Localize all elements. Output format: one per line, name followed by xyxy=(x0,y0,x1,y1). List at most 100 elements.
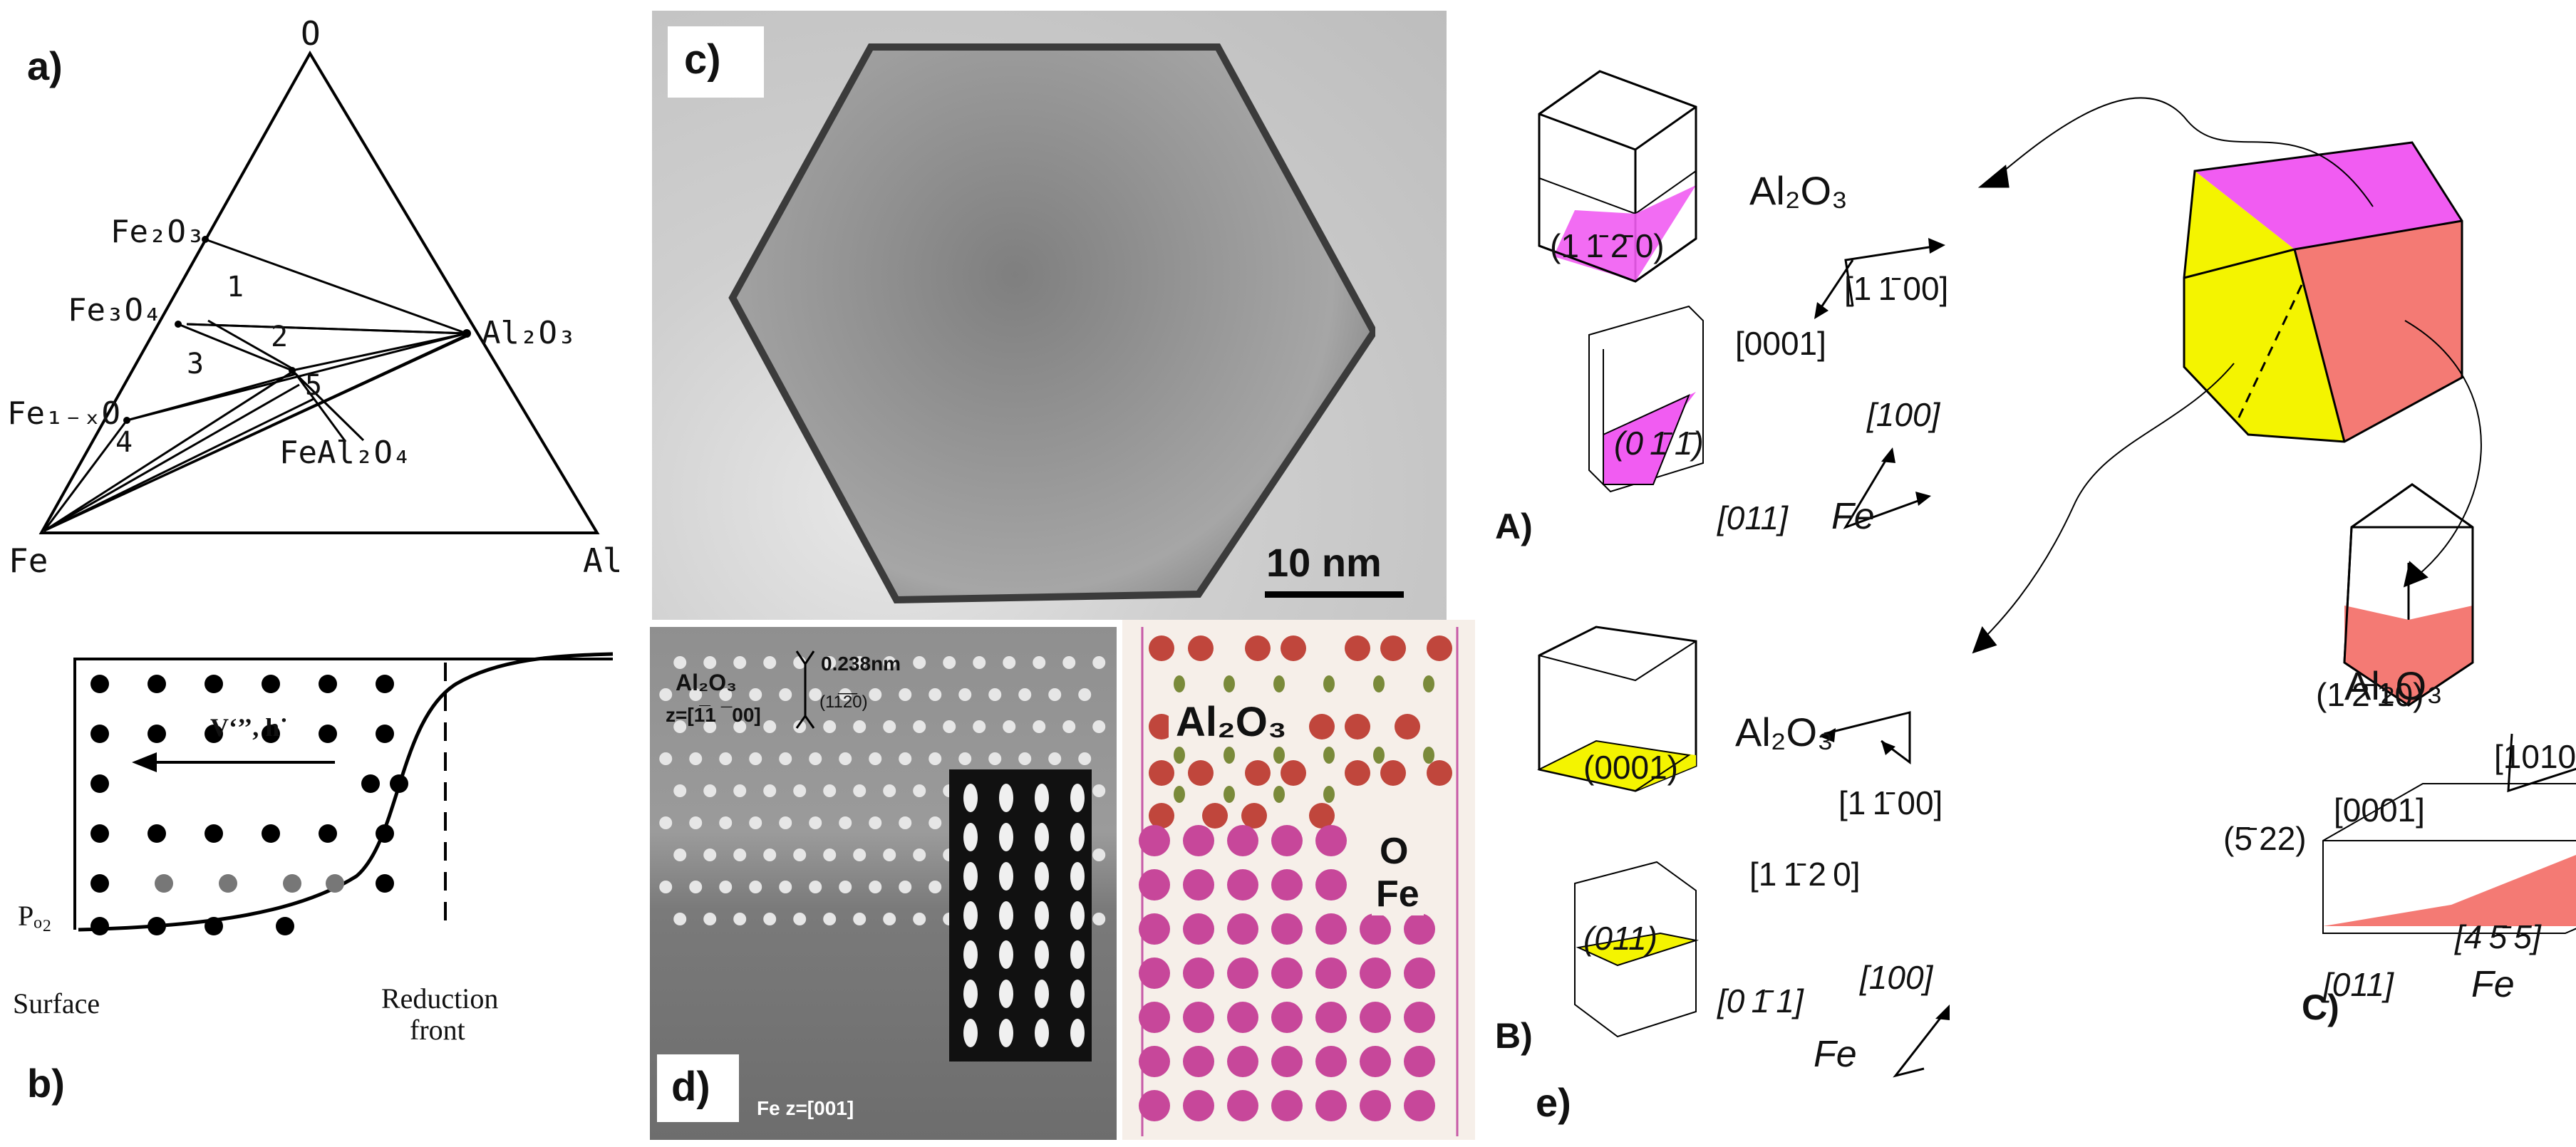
diffraction-spot xyxy=(963,784,978,812)
lattice-atom xyxy=(90,725,109,743)
lattice-spot xyxy=(673,913,687,925)
diffraction-spot xyxy=(999,823,1013,851)
lattice-spot xyxy=(703,848,717,861)
orientation-relationships xyxy=(1537,70,2576,1078)
fe-atom xyxy=(1227,825,1258,856)
e-a-plane-fe-label: (0 1̄ 1̄) xyxy=(1614,425,1704,462)
lattice-spot xyxy=(1078,688,1092,701)
lattice-spot xyxy=(689,816,703,829)
fe-atom xyxy=(1360,1090,1391,1121)
diffraction-spot xyxy=(963,1019,978,1047)
e-b-label: B) xyxy=(1495,1016,1533,1056)
po2-label: Pₒ₂ xyxy=(18,900,52,932)
al-atom xyxy=(1281,760,1306,786)
e-b-plane-fe-label: (011) xyxy=(1583,920,1657,957)
e-c-dir4-label: [011] xyxy=(2323,966,2394,1003)
al-atom xyxy=(1380,760,1406,786)
fe-atom xyxy=(1315,957,1347,989)
lattice-atom xyxy=(326,874,344,893)
fe-atom xyxy=(1183,913,1214,945)
lattice-atom xyxy=(155,874,173,893)
lattice-spot xyxy=(763,656,777,669)
lattice-spot xyxy=(823,720,837,733)
fe-atom xyxy=(1360,1046,1391,1077)
al-atom xyxy=(1380,635,1406,661)
region-1-label: 1 xyxy=(227,271,244,303)
lattice-spot xyxy=(823,913,837,925)
lattice-spot xyxy=(703,720,717,733)
diffraction-spot xyxy=(1035,940,1049,969)
panel-c-label: c) xyxy=(684,36,721,83)
lattice-spot xyxy=(1062,720,1076,733)
al-atom xyxy=(1202,803,1228,829)
diffraction-spot xyxy=(1035,901,1049,930)
lattice-spot xyxy=(733,656,747,669)
lattice-spot xyxy=(1003,656,1016,669)
lattice-spot xyxy=(869,816,882,829)
scale-bar-label: 10 nm xyxy=(1266,540,1382,585)
lattice-spot xyxy=(809,816,822,829)
panel-b-label: b) xyxy=(27,1061,65,1106)
lattice-spot xyxy=(853,913,867,925)
lattice-spot xyxy=(779,816,792,829)
fe-atom xyxy=(1404,1046,1435,1077)
lattice-spot xyxy=(899,881,912,893)
fe-atom xyxy=(1139,913,1170,945)
e-a-dir3-label: [100] xyxy=(1867,396,1940,433)
diffraction-spot xyxy=(963,980,978,1008)
fe-atom xyxy=(1227,913,1258,945)
lattice-atom xyxy=(376,874,394,893)
lattice-spot xyxy=(673,720,687,733)
diffraction-spot xyxy=(999,940,1013,969)
lattice-spot xyxy=(763,913,777,925)
lattice-spot xyxy=(869,881,882,893)
al-atom xyxy=(1188,635,1214,661)
al-atom xyxy=(1241,803,1267,829)
lattice-spot xyxy=(733,913,747,925)
e-b-plane-al-label: (0001) xyxy=(1583,749,1678,786)
lattice-spot xyxy=(913,913,926,925)
phase-al2o3-label: Al₂O₃ xyxy=(482,315,576,351)
e-b-dir2-label: [1 1̄ 2 0] xyxy=(1749,856,1861,893)
lattice-spot xyxy=(1092,720,1106,733)
lattice-spot xyxy=(853,848,867,861)
phase-fe1xo-label: Fe₁₋ₓO xyxy=(7,395,120,432)
lattice-spot xyxy=(823,848,837,861)
diffraction-spot xyxy=(1070,823,1085,851)
lattice-spot xyxy=(703,913,717,925)
lattice-spot xyxy=(719,688,733,701)
al-atom xyxy=(1427,760,1452,786)
lattice-spot xyxy=(1048,752,1062,765)
vertex-al-label: Al xyxy=(583,541,623,580)
e-a-dir1-label: [1 1̄ 00] xyxy=(1844,270,1949,307)
lattice-spot xyxy=(943,656,956,669)
fft-inset xyxy=(949,769,1092,1062)
panel-e-label: e) xyxy=(1536,1080,1571,1125)
al-atom xyxy=(1149,760,1174,786)
region-3-label: 3 xyxy=(187,348,205,380)
lattice-atom xyxy=(390,774,408,793)
lattice-spot xyxy=(1003,720,1016,733)
fe-zone-label: Fe z=[001] xyxy=(757,1097,854,1119)
o-atom xyxy=(1423,747,1434,764)
phase-fe2o3-label: Fe₂O₃ xyxy=(110,214,205,250)
lattice-spot xyxy=(899,816,912,829)
fe-atom xyxy=(1183,869,1214,901)
vertex-o-label: O xyxy=(301,14,321,53)
lattice-spot xyxy=(809,688,822,701)
lattice-atom xyxy=(262,824,280,843)
fe-atom xyxy=(1360,1002,1391,1033)
o-atom xyxy=(1373,747,1385,764)
model-al2o3-label: Al₂O₃ xyxy=(1169,698,1294,746)
diffraction-spot xyxy=(1070,1019,1085,1047)
lattice-spot xyxy=(1018,752,1032,765)
lattice-atom xyxy=(361,774,380,793)
lattice-spot xyxy=(913,720,926,733)
lattice-spot xyxy=(733,720,747,733)
diffraction-spot xyxy=(963,901,978,930)
o-atom xyxy=(1174,675,1185,692)
lattice-spot xyxy=(793,784,807,797)
lattice-spot xyxy=(913,656,926,669)
lattice-atom xyxy=(90,824,109,843)
lattice-atom xyxy=(205,824,223,843)
